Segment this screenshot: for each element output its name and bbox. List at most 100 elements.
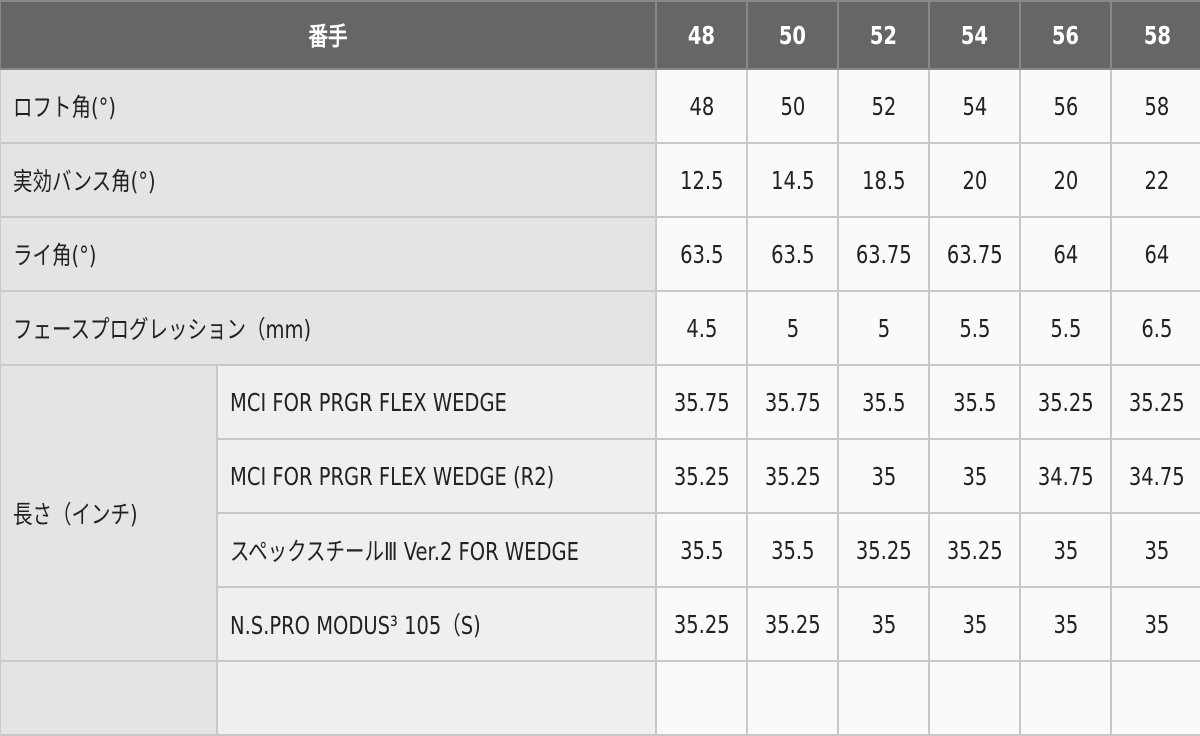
- value-cell-text: 18.5: [861, 165, 906, 195]
- value-cell: 63.5: [655, 216, 749, 292]
- value-cell: 50: [746, 68, 840, 144]
- value-cell: 5.5: [928, 290, 1022, 366]
- value-cell-text: 52: [871, 91, 896, 121]
- value-cell: [655, 660, 749, 736]
- header-col: 50: [746, 0, 840, 70]
- value-cell: 5: [746, 290, 840, 366]
- table-row: MCI FOR PRGR FLEX WEDGE (R2) 35.25 35.25 35…: [0, 438, 1200, 514]
- value-cell-text: 35.25: [764, 609, 821, 639]
- value-cell-text: 20: [1053, 165, 1078, 195]
- header-label: 番手: [0, 0, 658, 70]
- value-cell: 35.25: [837, 512, 931, 588]
- table-row: 実効バンス角(°) 12.5 14.5 18.5 20 20 22: [0, 142, 1200, 218]
- header-col: 56: [1019, 0, 1113, 70]
- value-cell-text: 35: [1053, 535, 1078, 565]
- value-cell-text: 63.75: [855, 239, 912, 269]
- value-cell: 48: [655, 68, 749, 144]
- value-cell: 18.5: [837, 142, 931, 218]
- value-cell: 35.5: [837, 364, 931, 440]
- header-col: 52: [837, 0, 931, 70]
- value-cell-text: 50: [780, 91, 805, 121]
- value-cell: 4.5: [655, 290, 749, 366]
- value-cell-text: 35.25: [1129, 387, 1185, 417]
- value-cell-text: 35.5: [679, 535, 724, 565]
- value-cell: 35.5: [746, 512, 840, 588]
- value-cell: 22: [1110, 142, 1200, 218]
- value-cell: 35.25: [746, 586, 840, 662]
- value-cell: 35: [1110, 512, 1200, 588]
- length-label-text: 長さ（インチ): [13, 500, 138, 529]
- shaft-label-text: MCI FOR PRGR FLEX WEDGE (R2): [230, 461, 555, 491]
- value-cell: 35: [837, 438, 931, 514]
- value-cell-text: 35.25: [673, 461, 730, 491]
- value-cell-text: 35: [1053, 609, 1078, 639]
- value-cell: [746, 660, 840, 736]
- value-cell: 20: [1019, 142, 1113, 218]
- value-cell-text: 35.75: [764, 387, 821, 417]
- value-cell: 35: [837, 586, 931, 662]
- value-cell-text: 56: [1053, 91, 1078, 121]
- value-cell-text: 35: [871, 461, 896, 491]
- table-row-partial: [0, 660, 1200, 736]
- table-row: フェースプログレッション（mm) 4.5 5 5 5.5 5.5 6.5: [0, 290, 1200, 366]
- row-label: ライ角(°): [0, 216, 658, 292]
- value-cell: 35.25: [1110, 364, 1200, 440]
- value-cell-text: 54: [962, 91, 987, 121]
- value-cell-text: 63.5: [770, 239, 815, 269]
- value-cell-text: 35: [1144, 535, 1170, 565]
- row-label-text: ロフト角(°): [13, 93, 116, 122]
- value-cell-text: 35.5: [861, 387, 906, 417]
- value-cell-text: 5: [877, 313, 890, 343]
- value-cell: 35.75: [655, 364, 749, 440]
- value-cell: 34.75: [1110, 438, 1200, 514]
- value-cell: 5: [837, 290, 931, 366]
- value-cell-text: 64: [1144, 239, 1170, 269]
- value-cell-text: 34.75: [1037, 461, 1094, 491]
- value-cell: 35: [1110, 586, 1200, 662]
- value-cell: [1019, 660, 1113, 736]
- value-cell: [1110, 660, 1200, 736]
- row-label: 実効バンス角(°): [0, 142, 658, 218]
- table-row: N.S.PRO MODUS³ 105（S) 35.25 35.25 35 35 35 35: [0, 586, 1200, 662]
- value-cell: 63.5: [746, 216, 840, 292]
- value-cell-text: 12.5: [679, 165, 724, 195]
- value-cell: 52: [837, 68, 931, 144]
- shaft-label: MCI FOR PRGR FLEX WEDGE: [215, 364, 658, 440]
- value-cell: 5.5: [1019, 290, 1113, 366]
- value-cell: 35: [1019, 512, 1113, 588]
- value-cell-text: 35.25: [855, 535, 912, 565]
- row-label: フェースプログレッション（mm): [0, 290, 658, 366]
- value-cell-text: 63.75: [946, 239, 1003, 269]
- shaft-label: N.S.PRO MODUS³ 105（S): [215, 586, 658, 662]
- value-cell-text: 35.25: [673, 609, 730, 639]
- value-cell-text: 35: [1144, 609, 1170, 639]
- value-cell-text: 35: [962, 461, 987, 491]
- value-cell: 6.5: [1110, 290, 1200, 366]
- table-row: 長さ（インチ) MCI FOR PRGR FLEX WEDGE 35.75 35.75…: [0, 364, 1200, 662]
- value-cell: 35: [1019, 586, 1113, 662]
- shaft-label-text: N.S.PRO MODUS³ 105（S): [230, 611, 481, 640]
- value-cell-text: 4.5: [685, 313, 718, 343]
- row-label: [0, 660, 218, 736]
- value-cell: 64: [1110, 216, 1200, 292]
- value-cell: 35.5: [928, 364, 1022, 440]
- value-cell-text: 64: [1053, 239, 1078, 269]
- shaft-label: スペックスチールⅢ Ver.2 FOR WEDGE: [215, 512, 658, 588]
- value-cell: 12.5: [655, 142, 749, 218]
- shaft-label-text: スペックスチールⅢ Ver.2 FOR WEDGE: [230, 537, 579, 566]
- table-row: ライ角(°) 63.5 63.5 63.75 63.75 64 64: [0, 216, 1200, 292]
- row-label-text: 実効バンス角(°): [13, 167, 156, 196]
- value-cell: 35: [928, 438, 1022, 514]
- value-cell: 20: [928, 142, 1022, 218]
- value-cell-text: 20: [962, 165, 987, 195]
- row-label-text: ライ角(°): [13, 241, 97, 270]
- value-cell-text: 63.5: [679, 239, 724, 269]
- value-cell-text: 35.5: [770, 535, 815, 565]
- value-cell-text: 22: [1144, 165, 1170, 195]
- value-cell-text: 34.75: [1129, 461, 1185, 491]
- value-cell: 54: [928, 68, 1022, 144]
- shaft-label-text: MCI FOR PRGR FLEX WEDGE: [230, 387, 507, 417]
- row-label: ロフト角(°): [0, 68, 658, 144]
- value-cell: 56: [1019, 68, 1113, 144]
